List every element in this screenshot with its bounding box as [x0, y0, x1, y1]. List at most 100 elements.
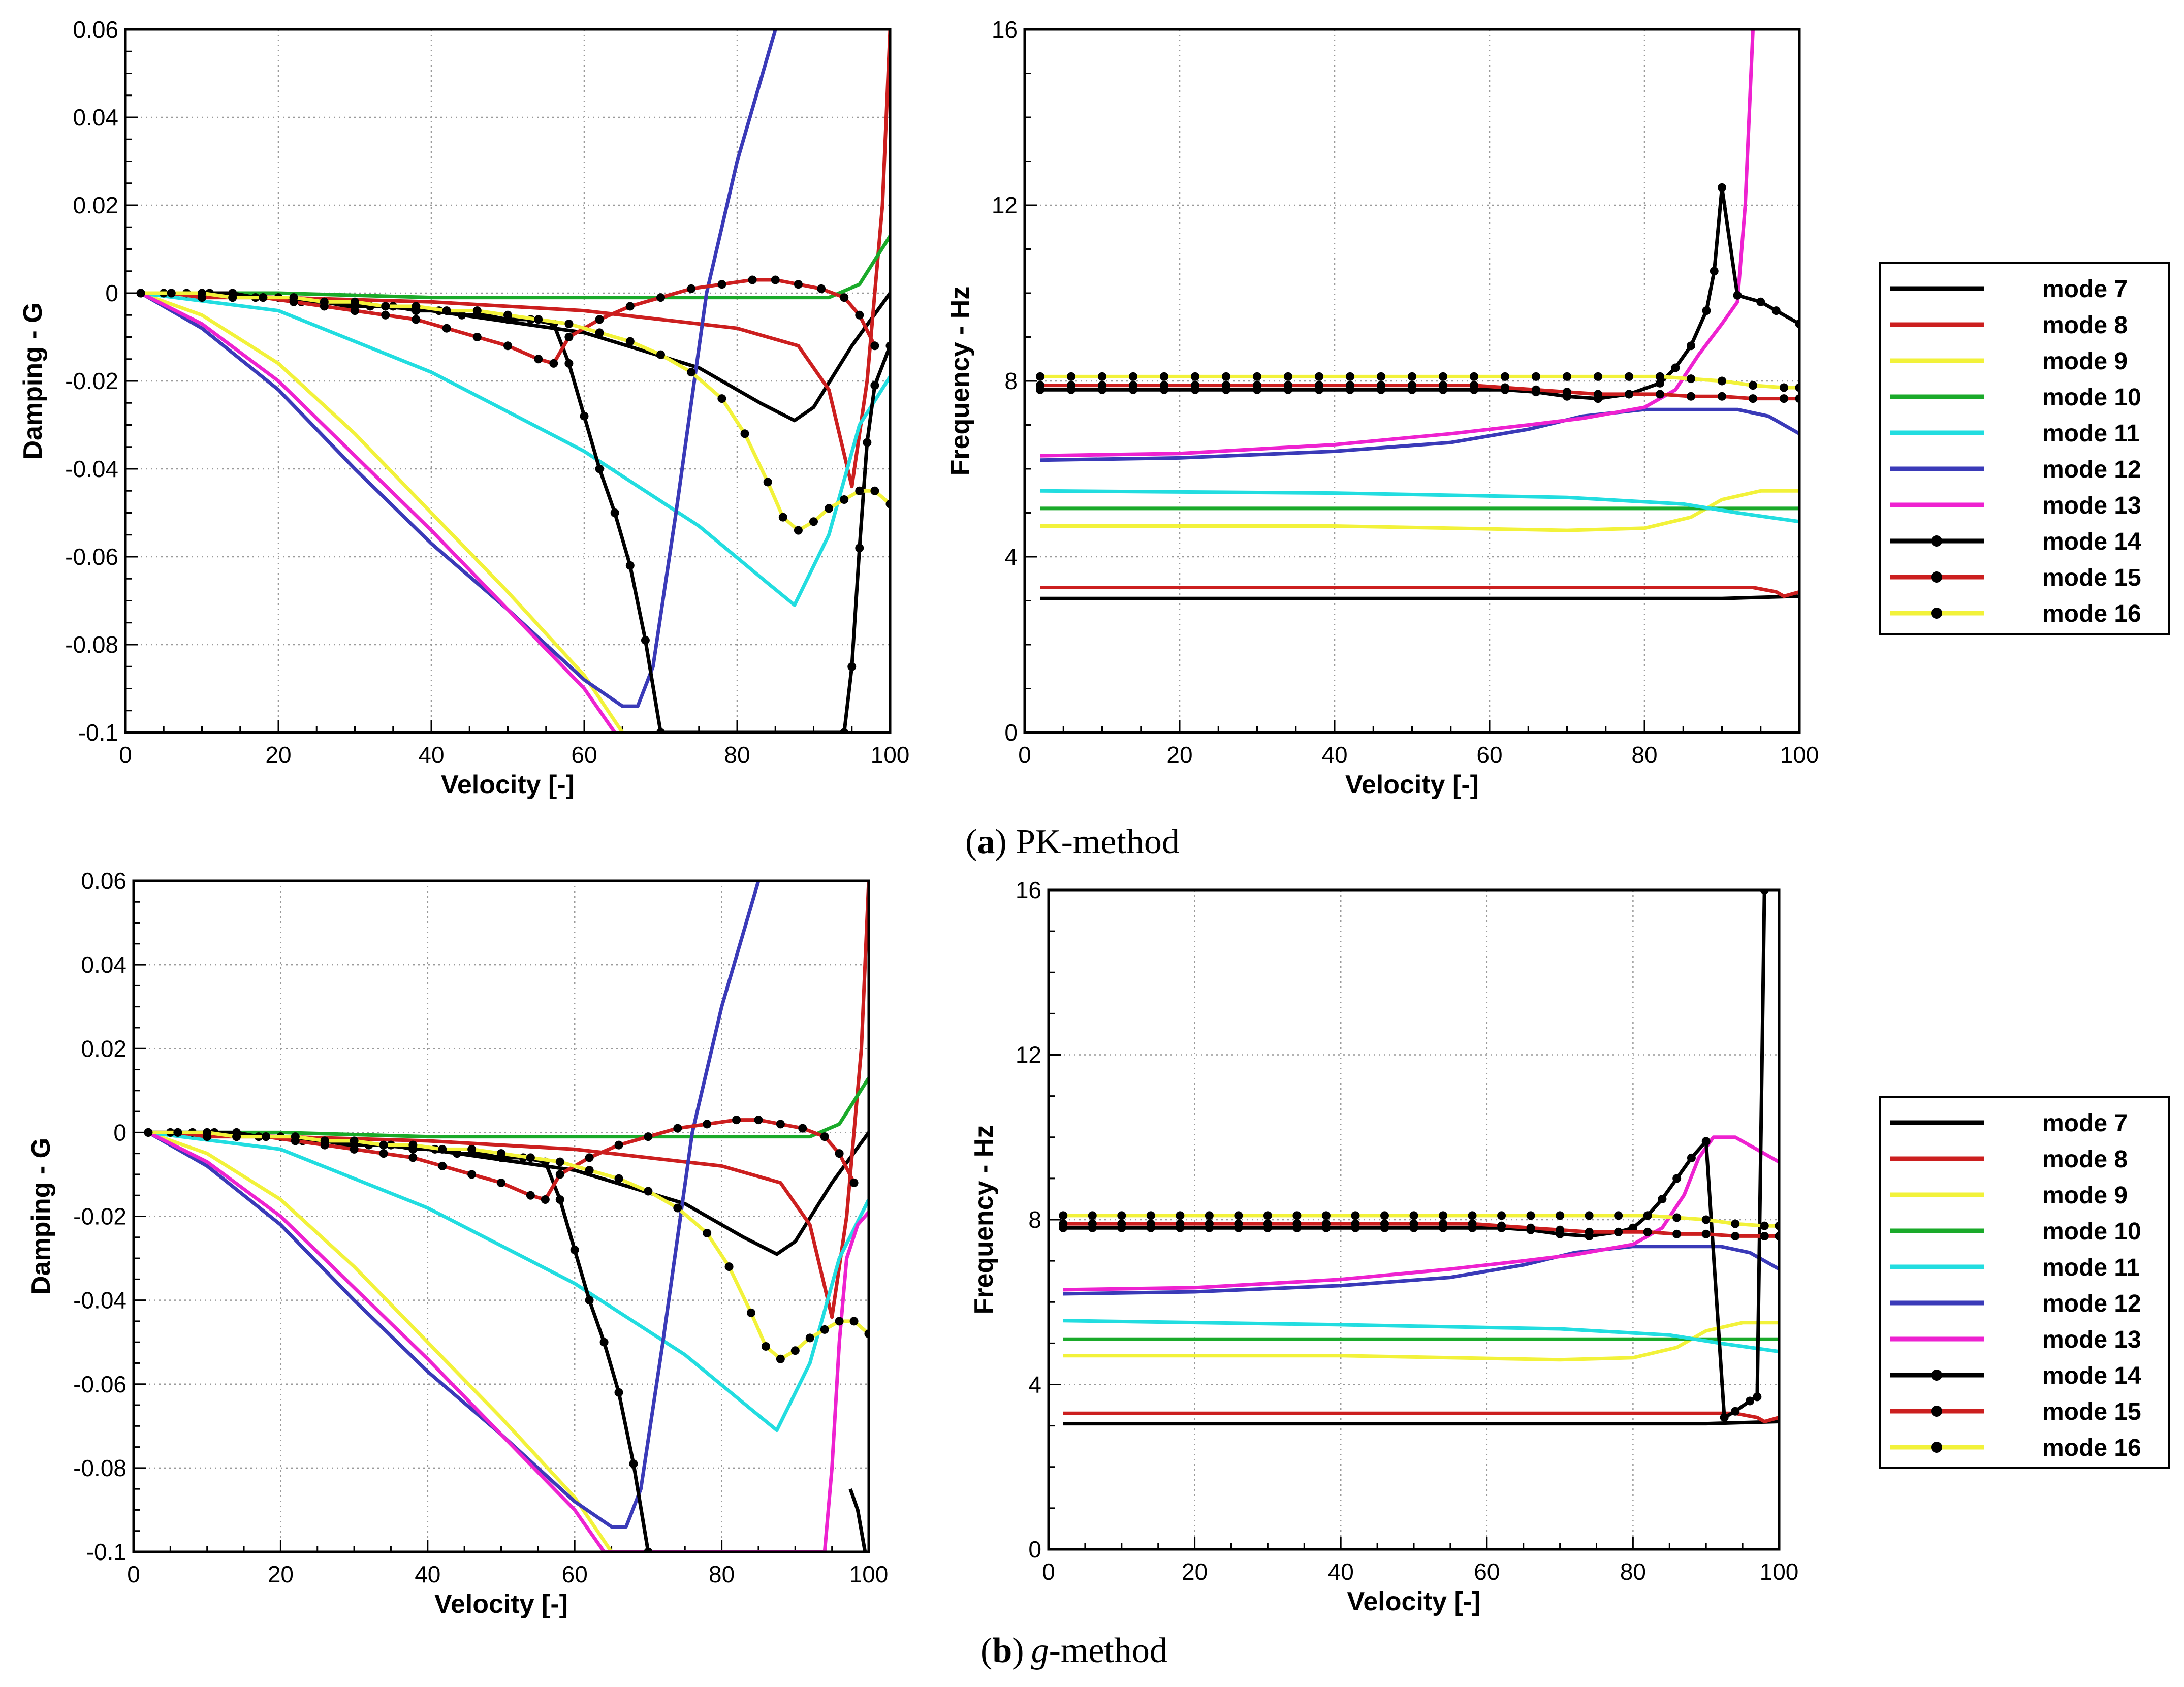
data-point — [776, 1354, 785, 1363]
data-point — [259, 293, 268, 302]
legend-label: mode 8 — [2042, 312, 2128, 339]
data-point — [1146, 1211, 1155, 1220]
x-tick-label: 60 — [571, 742, 597, 768]
data-point — [291, 1132, 300, 1141]
data-point — [1439, 372, 1447, 381]
y-tick-label: 4 — [1028, 1372, 1041, 1398]
series-line — [140, 29, 890, 489]
data-point — [1284, 372, 1292, 381]
legend-label: mode 10 — [2042, 1218, 2141, 1245]
data-point — [1117, 1211, 1126, 1220]
x-tick-label: 80 — [724, 742, 750, 768]
series-line — [1063, 1222, 1779, 1238]
data-point — [1059, 1219, 1068, 1228]
data-point — [1753, 1392, 1762, 1402]
data-point — [381, 302, 390, 311]
plot-frame — [1023, 28, 1801, 734]
data-point — [1253, 372, 1261, 381]
data-point — [1563, 388, 1571, 397]
data-point — [1771, 306, 1781, 315]
data-point — [1439, 1211, 1448, 1220]
data-point — [1656, 378, 1664, 388]
series-line — [140, 291, 890, 607]
y-tick-label: 0 — [1004, 719, 1018, 746]
data-point — [1098, 381, 1106, 390]
series-line — [140, 29, 777, 708]
legend-label: mode 12 — [2042, 1290, 2141, 1317]
series-line — [1040, 489, 1799, 532]
data-point — [1701, 1229, 1711, 1238]
data-point — [198, 289, 206, 298]
series-mode-14 — [144, 1128, 653, 1552]
series-line — [148, 881, 869, 1319]
x-tick-label: 20 — [265, 742, 291, 768]
series-mode-11 — [1040, 489, 1799, 524]
legend-label: mode 9 — [2042, 348, 2128, 375]
data-point — [1205, 1211, 1214, 1220]
data-point — [1532, 385, 1540, 394]
data-point — [1687, 374, 1695, 384]
data-point — [232, 1132, 241, 1141]
x-tick-label: 0 — [119, 742, 132, 768]
data-point — [1780, 394, 1788, 403]
series-mode-9 — [147, 1131, 613, 1552]
legend-label: mode 15 — [2042, 564, 2141, 591]
data-point — [1098, 372, 1106, 381]
legend-marker — [1931, 535, 1942, 547]
data-point — [136, 289, 145, 298]
data-point — [1059, 1211, 1068, 1220]
series-mode-9 — [1063, 1321, 1779, 1362]
data-point — [629, 1459, 638, 1469]
x-axis-label: Velocity [-] — [1347, 1587, 1481, 1616]
data-point — [1733, 291, 1742, 300]
data-point — [438, 1144, 447, 1154]
y-axis-label: Frequency - Hz — [945, 287, 975, 476]
data-point — [1292, 1211, 1302, 1220]
y-tick-label: 8 — [1004, 368, 1018, 394]
x-tick-label: 60 — [1474, 1558, 1500, 1585]
data-point — [1036, 381, 1044, 390]
series-mode-11 — [1063, 1319, 1779, 1354]
x-tick-label: 20 — [268, 1561, 294, 1587]
legend-label: mode 13 — [2042, 492, 2141, 519]
data-point — [1701, 1215, 1711, 1224]
data-point — [835, 1149, 844, 1158]
data-point — [1497, 1221, 1506, 1230]
data-point — [1380, 1219, 1389, 1228]
y-tick-label: 12 — [992, 192, 1018, 218]
series-line — [848, 1488, 867, 1552]
x-tick-label: 100 — [1780, 742, 1819, 768]
data-point — [820, 1325, 829, 1334]
series-line — [1040, 185, 1799, 401]
plot-frame — [132, 879, 870, 1553]
x-tick-label: 40 — [1328, 1558, 1354, 1585]
data-point — [1556, 1225, 1565, 1234]
x-tick-label: 40 — [1321, 742, 1347, 768]
data-point — [1346, 372, 1354, 381]
data-point — [203, 1128, 212, 1137]
series-line — [141, 278, 877, 365]
series-mode-11 — [140, 291, 890, 607]
data-point — [412, 315, 421, 324]
data-point — [1129, 381, 1137, 390]
data-point — [840, 495, 849, 504]
data-point — [1036, 372, 1044, 381]
data-point — [1702, 306, 1711, 315]
data-point — [1628, 1223, 1637, 1232]
series-mode-15 — [1059, 1219, 1779, 1240]
data-point — [817, 284, 826, 293]
series-line — [1040, 489, 1799, 524]
data-point — [732, 1116, 741, 1125]
data-point — [442, 306, 451, 315]
data-point — [1731, 1219, 1740, 1228]
data-point — [1377, 372, 1385, 381]
data-point — [870, 341, 879, 351]
g-frequency-chart: 0 20 40 60 80 100 0 4 8 12 16 Velocity [-] Frequency… — [969, 877, 1798, 1616]
data-point — [835, 1317, 844, 1326]
data-point — [763, 478, 772, 487]
data-point — [1556, 1211, 1565, 1220]
data-point — [1205, 1219, 1214, 1228]
data-point — [1672, 1174, 1682, 1183]
caption-a: (a) PK-method — [965, 822, 1180, 862]
data-point — [625, 302, 635, 311]
